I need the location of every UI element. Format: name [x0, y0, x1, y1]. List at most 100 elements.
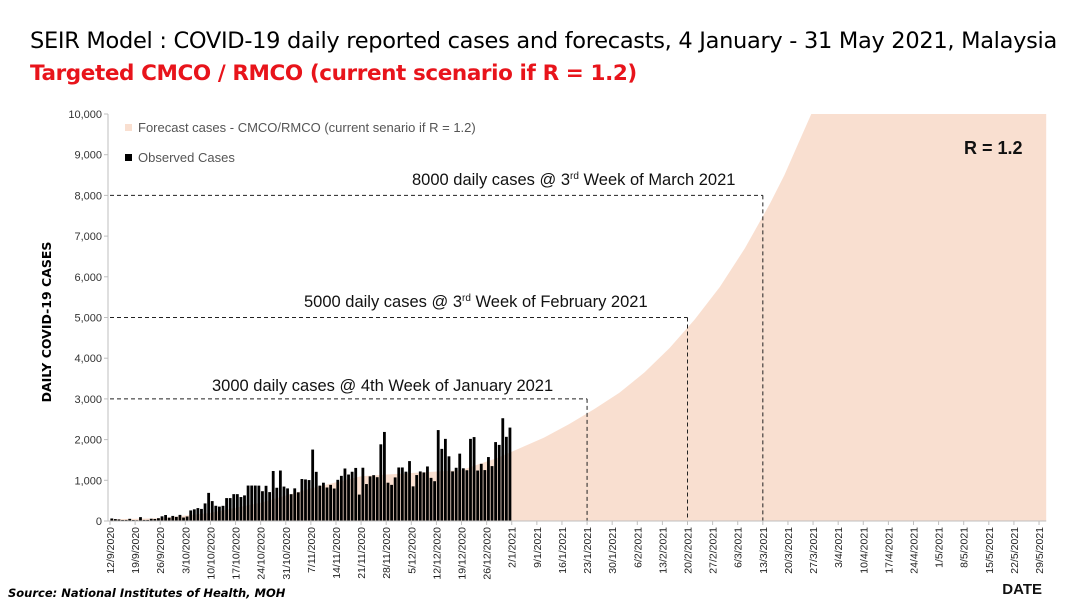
observed-bar: [178, 514, 182, 521]
x-tick-label: 13/2/2021: [657, 527, 669, 574]
observed-bar: [304, 479, 307, 521]
observed-bar: [307, 480, 311, 521]
observed-bar: [483, 470, 487, 521]
observed-bar: [314, 471, 318, 521]
observed-bar: [479, 463, 483, 521]
observed-bar: [207, 492, 211, 521]
observed-bar: [408, 461, 411, 521]
observed-bar: [232, 494, 236, 521]
observed-bar: [124, 519, 128, 521]
x-tick-label: 19/9/2020: [130, 527, 142, 574]
observed-bar: [278, 470, 282, 521]
observed-bar: [433, 481, 437, 521]
observed-bar: [476, 470, 480, 521]
annotation-8000-sup: rd: [570, 171, 579, 182]
observed-bar: [469, 438, 472, 521]
x-tick-label: 17/10/2020: [231, 527, 243, 580]
observed-bar: [379, 444, 383, 521]
x-tick-label: 13/3/2021: [758, 527, 770, 574]
guide-lines-layer: [110, 194, 764, 521]
observed-bar: [508, 427, 512, 521]
x-tick-label: 27/3/2021: [808, 527, 820, 574]
x-tick-label: 22/5/2021: [1009, 527, 1021, 574]
observed-bar: [375, 477, 379, 521]
y-tick-label: 4,000: [74, 353, 102, 365]
observed-bar: [357, 494, 361, 521]
x-tick-label: 26/12/2020: [482, 527, 494, 580]
x-tick-label: 20/3/2021: [783, 527, 795, 574]
y-axis-label: DAILY COVID-19 CASES: [39, 242, 54, 403]
observed-bar: [110, 518, 114, 521]
observed-bar: [393, 477, 397, 521]
x-tick-label: 17/4/2021: [883, 527, 895, 574]
observed-bar: [117, 519, 121, 521]
x-tick-label: 15/5/2021: [984, 527, 996, 574]
observed-bar: [325, 487, 329, 521]
observed-bar: [411, 486, 415, 521]
x-tick-label: 12/9/2020: [105, 527, 117, 574]
observed-bar: [171, 515, 175, 521]
observed-bar: [361, 467, 365, 521]
observed-bar: [465, 470, 469, 521]
x-tick-label: 31/10/2020: [281, 527, 293, 580]
observed-bar: [261, 491, 264, 521]
observed-bar: [228, 498, 232, 521]
observed-bar: [447, 456, 451, 521]
observed-bar: [174, 516, 178, 521]
observed-bar: [128, 518, 132, 521]
legend-swatch-forecast: [125, 124, 132, 131]
observed-bar: [286, 488, 289, 521]
legend: Forecast cases - CMCO/RMCO (current sena…: [125, 120, 476, 165]
observed-bar: [275, 487, 279, 521]
x-tick-label: 16/1/2021: [557, 527, 569, 574]
observed-bar: [167, 517, 171, 521]
annotation-5000-tail: Week of February 2021: [471, 293, 648, 311]
observed-bar: [196, 508, 200, 521]
forecast-area: [110, 114, 1047, 521]
forecast-area-layer: [110, 114, 1047, 521]
observed-bar: [368, 476, 372, 521]
observed-bar: [397, 467, 401, 521]
y-tick-label: 7,000: [74, 231, 102, 243]
observed-bar: [418, 471, 422, 521]
observed-bar: [235, 494, 239, 521]
annotation-8000-text: 8000 daily cases @ 3: [412, 171, 570, 189]
observed-bar: [487, 457, 490, 521]
observed-bar: [350, 471, 354, 521]
observed-bar: [296, 492, 300, 521]
observed-bar: [250, 485, 254, 521]
x-tick-label: 7/11/2020: [306, 527, 318, 573]
observed-bar: [343, 468, 347, 521]
y-tick-label: 1,000: [74, 475, 102, 487]
observed-bar: [400, 467, 404, 521]
observed-bar: [490, 466, 494, 521]
y-tick-label: 10,000: [68, 109, 102, 121]
observed-bar: [311, 449, 315, 521]
x-tick-label: 6/3/2021: [733, 527, 745, 568]
annotation-5000-sup: rd: [462, 293, 471, 304]
observed-bar: [257, 485, 261, 521]
x-tick-label: 9/1/2021: [532, 527, 544, 568]
observed-bar: [318, 485, 322, 521]
x-tick-label: 19/12/2020: [457, 527, 469, 580]
r-value-label: R = 1.2: [964, 138, 1023, 158]
observed-bar: [203, 503, 207, 521]
observed-bar: [149, 518, 153, 521]
observed-bar: [121, 519, 124, 521]
x-tick-label: 20/2/2021: [683, 527, 695, 574]
x-tick-label: 3/4/2021: [833, 527, 845, 568]
observed-bar: [415, 475, 419, 521]
x-tick-label: 14/11/2020: [331, 527, 343, 579]
observed-bars-layer: [110, 418, 512, 521]
observed-bar: [372, 475, 376, 521]
x-tick-label: 30/1/2021: [607, 527, 619, 574]
observed-bar: [354, 467, 358, 521]
observed-bar: [200, 508, 203, 521]
annotation-3000: 3000 daily cases @ 4th Week of January 2…: [212, 377, 553, 395]
observed-bar: [164, 515, 167, 521]
annotation-3000-text: 3000 daily cases @ 4th Week of January 2…: [212, 377, 553, 395]
y-tick-label: 8,000: [74, 190, 102, 202]
observed-bar: [142, 519, 146, 521]
annotation-5000: 5000 daily cases @ 3rd Week of February …: [304, 293, 648, 311]
